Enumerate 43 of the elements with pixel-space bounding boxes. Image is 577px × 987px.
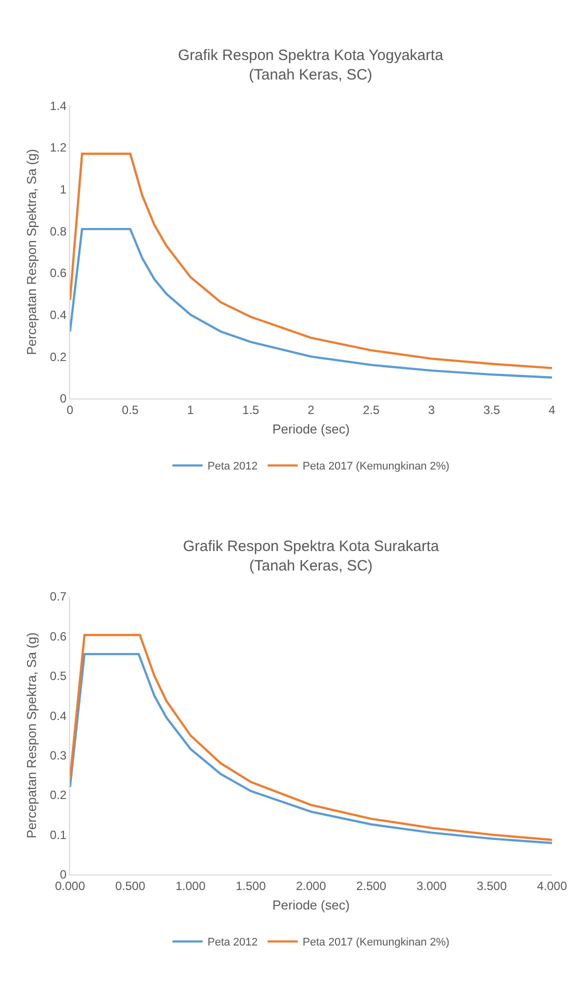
x-tick-label: 0.5 — [122, 402, 139, 417]
x-tick-label: 2.5 — [362, 402, 380, 417]
y-tick-label: 0.8 — [50, 224, 67, 238]
x-tick-label: 0.500 — [115, 878, 146, 893]
x-tick-label: 4 — [548, 402, 556, 417]
line-series — [70, 152, 552, 370]
y-axis-title: Percepatan Respon Spektra, Sa (g) — [24, 632, 39, 838]
x-axis-title: Periode (sec) — [272, 421, 350, 436]
y-tick-label: 0.1 — [50, 828, 67, 842]
y-tick-label: 0.6 — [50, 266, 67, 280]
legend-label: Peta 2012 — [208, 460, 258, 473]
x-tick-label: 4.000 — [536, 878, 568, 893]
x-tick-label: 2 — [308, 402, 315, 417]
x-tick-label: 3.000 — [416, 878, 447, 893]
x-tick-label: 3 — [428, 402, 436, 417]
x-tick-label: 1.5 — [242, 402, 260, 417]
line-series — [70, 228, 552, 379]
y-tick-label: 0.3 — [50, 748, 67, 762]
y-tick-label: 0.5 — [50, 669, 67, 684]
y-tick-label: 0.4 — [50, 308, 67, 322]
legend-label: Peta 2017 (Kemungkinan 2%) — [302, 460, 450, 473]
x-tick-label: 3.5 — [483, 402, 500, 417]
x-tick-label: 1 — [187, 402, 194, 417]
chart-title: Grafik Respon Spektra Kota Yogyakarta (Tanah Keras, SC) — [178, 47, 444, 84]
y-tick-label: 0.2 — [50, 350, 67, 364]
legend-label: Peta 2012 — [208, 936, 258, 949]
x-tick-label: 1.500 — [236, 878, 266, 893]
y-tick-label: 1.2 — [50, 140, 67, 155]
y-tick-label: 0.4 — [50, 708, 67, 723]
y-tick-label: 0.2 — [50, 788, 67, 802]
y-tick-label: 0 — [60, 392, 67, 406]
y-tick-label: 0.6 — [50, 629, 67, 644]
y-axis-title: Percepatan Respon Spektra, Sa (g) — [24, 149, 39, 356]
chart-title: Grafik Respon Spektra Kota Surakarta (Tanah Keras, SC) — [183, 538, 440, 574]
x-tick-label: 2.000 — [296, 878, 326, 893]
x-tick-label: 1.000 — [175, 878, 206, 893]
y-tick-label: 1.4 — [50, 98, 67, 113]
legend-label: Peta 2017 (Kemungkinan 2%) — [302, 936, 450, 949]
y-tick-label: 0.7 — [50, 590, 67, 604]
y-tick-label: 1 — [60, 182, 67, 197]
x-tick-label: 3.500 — [476, 878, 508, 893]
x-tick-label: 2.500 — [356, 878, 387, 893]
x-axis-title: Periode (sec) — [272, 897, 350, 912]
